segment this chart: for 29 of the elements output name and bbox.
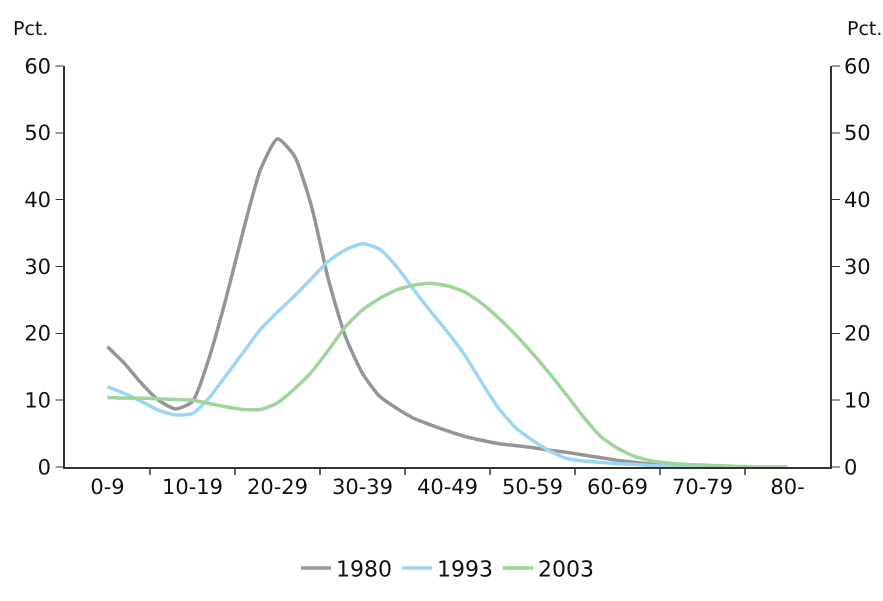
- line-series: [106, 281, 790, 467]
- x-tick-label: 70-79: [672, 474, 734, 499]
- x-tick-label: 10-19: [162, 474, 224, 499]
- y-tick-label: 50: [24, 121, 52, 146]
- x-tick-label: 40-49: [416, 474, 478, 499]
- legend-label: 1993: [437, 558, 493, 583]
- y2-axis-title: Pct.: [847, 18, 882, 40]
- y-tick-label: 60: [24, 54, 52, 78]
- x-tick-label: 50-59: [502, 474, 564, 499]
- x-tick-label: 20-29: [246, 474, 308, 499]
- y-tick-label: 0: [38, 455, 52, 480]
- y2-tick-label: 0: [844, 455, 858, 480]
- legend-label: 1980: [336, 558, 392, 583]
- y2-tick-label: 30: [844, 254, 871, 279]
- y2-tick-label: 50: [844, 121, 871, 146]
- x-tick-label: 0-9: [90, 474, 125, 499]
- y-tick-label: 30: [24, 254, 52, 279]
- y2-tick-label: 20: [844, 322, 871, 346]
- x-tick-label: 80-: [770, 474, 805, 499]
- y-tick-label: 10: [24, 388, 52, 413]
- x-tick-label: 30-39: [332, 474, 394, 499]
- y-axis-title: Pct.: [13, 18, 48, 40]
- x-tick-label: 60-69: [586, 474, 648, 499]
- y-tick-label: 20: [24, 322, 52, 346]
- y-tick-label: 40: [24, 188, 52, 212]
- legend-label: 2003: [538, 558, 594, 583]
- y2-tick-label: 10: [844, 388, 871, 413]
- y2-tick-label: 60: [844, 54, 871, 78]
- y2-tick-label: 40: [844, 188, 871, 212]
